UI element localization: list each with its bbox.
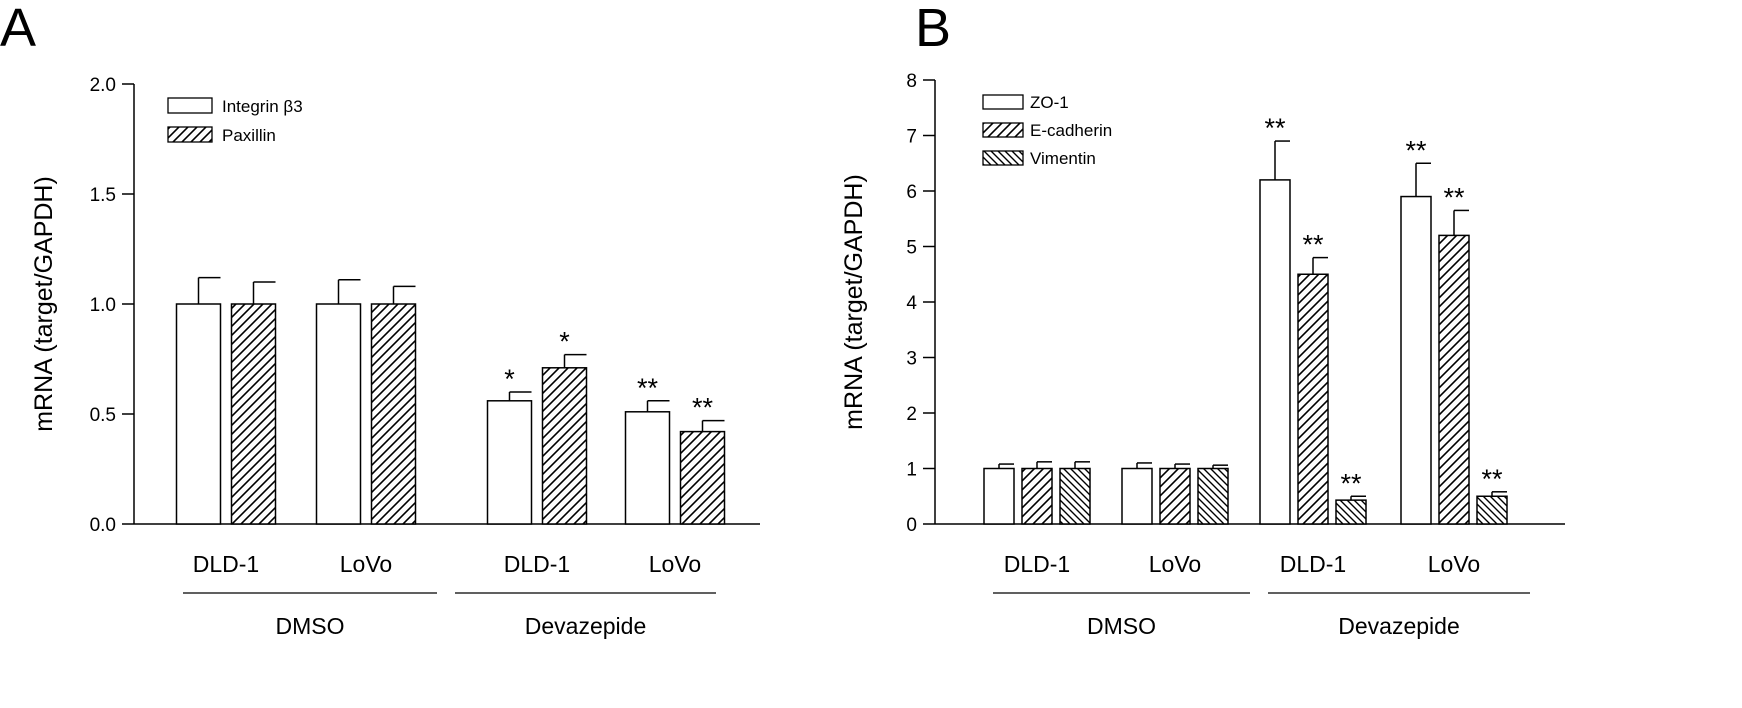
bar	[983, 467, 1015, 525]
legend-label: Paxillin	[222, 126, 276, 145]
significance-marker: **	[1340, 468, 1362, 498]
x-category-label: DLD-1	[193, 551, 259, 577]
panel-label-b: B	[915, 0, 951, 58]
bar	[230, 303, 277, 525]
y-tick-label: 3	[906, 349, 917, 370]
significance-marker: **	[637, 373, 659, 403]
bar	[1476, 495, 1508, 525]
legend-swatch	[982, 150, 1024, 166]
x-category-label: DLD-1	[1280, 551, 1346, 577]
significance-marker: **	[1443, 182, 1465, 212]
bar	[1259, 179, 1291, 525]
bar	[486, 400, 533, 525]
group-label: Devazepide	[525, 613, 646, 639]
y-axis-title: mRNA (target/GAPDH)	[840, 174, 868, 430]
significance-marker: *	[504, 364, 515, 394]
bar	[1159, 467, 1191, 525]
significance-marker: **	[1264, 113, 1286, 143]
significance-marker: **	[1405, 135, 1427, 165]
bar	[1438, 234, 1470, 525]
significance-marker: **	[692, 393, 714, 423]
x-category-label: LoVo	[1149, 551, 1201, 577]
bar	[624, 411, 671, 525]
group-label: DMSO	[276, 613, 345, 639]
bar	[1021, 467, 1053, 525]
legend-swatch	[167, 97, 213, 114]
panel-a-chart: 0.0 0.5 1.0 1.5 2.0 mRNA (target/GAPDH) DLD-1 L…	[30, 75, 760, 639]
y-tick-label: 5	[906, 238, 917, 259]
x-category-label: LoVo	[1428, 551, 1480, 577]
legend-swatch	[167, 126, 213, 143]
x-category-label: DLD-1	[1004, 551, 1070, 577]
x-category-label: LoVo	[649, 551, 701, 577]
legend-label: Vimentin	[1030, 149, 1096, 168]
y-tick-label: 0.5	[90, 405, 116, 426]
x-category-label: DLD-1	[504, 551, 570, 577]
y-tick-label: 7	[906, 127, 917, 148]
y-axis-title: mRNA (target/GAPDH)	[30, 176, 58, 432]
bar	[1059, 467, 1091, 525]
bar	[175, 303, 222, 525]
bar	[1121, 467, 1153, 525]
bar	[1335, 499, 1367, 525]
x-category-label: LoVo	[340, 551, 392, 577]
y-tick-label: 1	[906, 460, 917, 481]
legend-label: E-cadherin	[1030, 121, 1112, 140]
y-tick-label: 0.0	[90, 515, 116, 536]
y-tick-label: 2	[906, 404, 917, 425]
bar	[1297, 273, 1329, 525]
panel-label-a: A	[0, 0, 36, 58]
bar	[541, 367, 588, 525]
y-tick-label: 6	[906, 182, 917, 203]
group-label: DMSO	[1087, 613, 1156, 639]
legend-swatch	[982, 94, 1024, 110]
y-tick-label: 8	[906, 71, 917, 92]
y-tick-label: 1.5	[90, 185, 116, 206]
bar	[1197, 467, 1229, 525]
bar	[679, 430, 726, 525]
significance-marker: **	[1481, 464, 1503, 494]
significance-marker: **	[1302, 230, 1324, 260]
y-tick-label: 1.0	[90, 295, 116, 316]
significance-marker: *	[559, 327, 570, 357]
panel-b-chart: 0 1 2 3 4 5 6 7 8 mRNA (target/GAPDH) DLD-1 LoVo ** *…	[840, 71, 1565, 639]
y-tick-label: 4	[906, 293, 917, 314]
legend-label: Integrin β3	[222, 97, 303, 116]
bar	[1400, 195, 1432, 525]
bar	[315, 303, 362, 525]
legend-label: ZO-1	[1030, 93, 1069, 112]
bar	[370, 303, 417, 525]
legend-swatch	[982, 122, 1024, 138]
group-label: Devazepide	[1338, 613, 1459, 639]
y-tick-label: 2.0	[90, 75, 116, 96]
y-tick-label: 0	[906, 515, 917, 536]
